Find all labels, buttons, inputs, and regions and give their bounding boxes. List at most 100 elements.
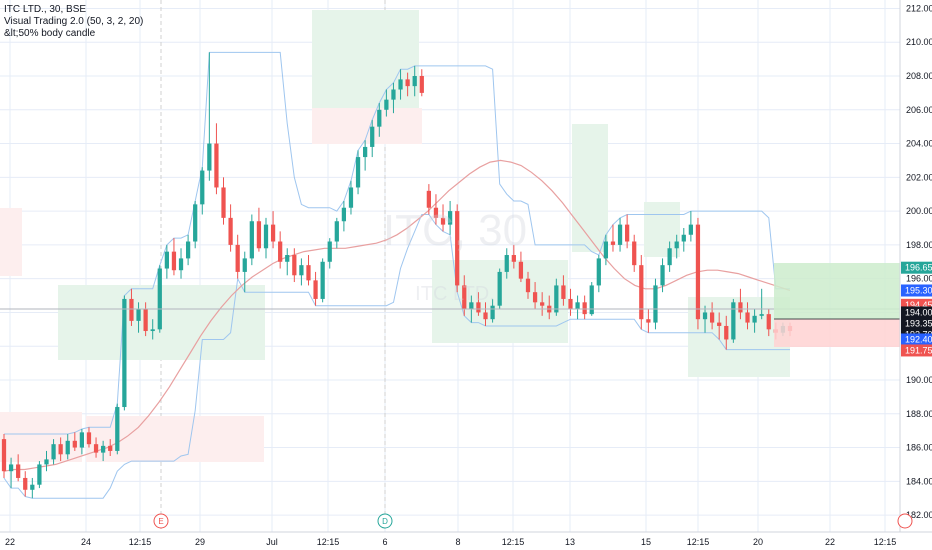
candle-body xyxy=(37,464,42,485)
candle-body xyxy=(355,157,361,188)
y-tick-label: 206.00 xyxy=(906,105,932,115)
candle-body xyxy=(731,302,736,340)
candle-body xyxy=(228,217,233,245)
candle-body xyxy=(518,261,524,279)
candle-body xyxy=(433,207,439,218)
candle-body xyxy=(391,89,396,100)
candle-body xyxy=(129,298,134,321)
legend-symbol[interactable]: ITC LTD., 30, BSE xyxy=(4,4,87,15)
candle-body xyxy=(610,241,616,245)
candle-body xyxy=(23,477,28,490)
event-marker xyxy=(897,513,913,529)
candle-body xyxy=(483,312,488,320)
zone-box xyxy=(86,416,264,462)
long-position-tool[interactable] xyxy=(774,263,900,347)
candle-body xyxy=(582,302,587,315)
candle-body xyxy=(702,312,708,320)
candle-body xyxy=(200,170,205,205)
candle-body xyxy=(178,258,184,271)
candle-body xyxy=(525,278,531,293)
candle-body xyxy=(207,143,212,171)
candle-body xyxy=(419,76,424,93)
event-marker xyxy=(377,513,393,529)
price-tag-box xyxy=(901,317,932,330)
x-tick-label: 12:15 xyxy=(502,537,525,547)
x-tick-label: 12:15 xyxy=(317,537,340,547)
candle-body xyxy=(709,312,715,323)
candle-body xyxy=(405,79,410,87)
zone-box xyxy=(644,202,680,257)
x-tick-label: Jul xyxy=(266,537,278,547)
candle-body xyxy=(447,211,453,225)
stop-zone[interactable] xyxy=(774,319,900,347)
channel-bands xyxy=(3,51,790,499)
candle-body xyxy=(738,302,743,313)
candle-body xyxy=(568,298,573,310)
candle-body xyxy=(398,79,403,90)
price-tag-box xyxy=(901,344,932,357)
candle-body xyxy=(455,211,460,286)
candle-body xyxy=(752,315,757,323)
candle-body xyxy=(695,224,701,320)
candle-body xyxy=(193,204,198,242)
candle-body xyxy=(115,407,120,451)
time-axis-bg[interactable] xyxy=(0,532,932,550)
candle-body xyxy=(256,221,262,249)
target-zone[interactable] xyxy=(774,263,900,319)
candle-body xyxy=(554,285,559,313)
candle-body xyxy=(136,309,141,321)
zone-box xyxy=(572,124,608,252)
x-tick-label: 22 xyxy=(825,537,835,547)
candle-body xyxy=(759,314,764,316)
watermark-symbol: ITC, 30 xyxy=(383,206,527,255)
x-tick-label: 29 xyxy=(195,537,205,547)
moving-average-line xyxy=(3,159,791,472)
y-tick-label: 184.00 xyxy=(906,476,932,486)
candle-body xyxy=(596,258,601,286)
legend-indicator-2[interactable]: &lt;50% body candle xyxy=(4,28,96,39)
zone-box xyxy=(312,10,419,108)
upper-band xyxy=(4,51,790,435)
candle-body xyxy=(1,439,7,472)
candle-body xyxy=(497,271,502,306)
x-tick-label: 6 xyxy=(382,537,387,547)
y-tick-label: 186.00 xyxy=(906,443,932,453)
y-tick-label: 204.00 xyxy=(906,139,932,149)
candle-body xyxy=(476,302,481,313)
candle-body xyxy=(462,285,467,310)
symbol-watermark: ITC, 30 ITC LTD. xyxy=(383,206,527,305)
candle-body xyxy=(30,484,35,490)
chart-legend: ITC LTD., 30, BSE Visual Trading 2.0 (50… xyxy=(4,4,143,40)
event-marker-label: D xyxy=(382,517,388,526)
candle-body xyxy=(540,302,545,306)
event-marker xyxy=(153,513,169,529)
zone-box xyxy=(0,208,22,276)
candle-body xyxy=(8,464,14,472)
y-tick-label: 182.00 xyxy=(906,510,932,520)
candle-body xyxy=(688,224,693,235)
price-tag-label: 193.35 xyxy=(905,318,932,328)
candle-body xyxy=(164,251,169,269)
candle-body xyxy=(185,241,191,259)
x-tick-label: 22 xyxy=(5,537,15,547)
legend-indicator[interactable]: Visual Trading 2.0 (50, 3, 2, 20) xyxy=(4,16,144,27)
candle-body xyxy=(717,322,722,326)
y-tick-label: 188.00 xyxy=(906,409,932,419)
candle-body xyxy=(270,224,276,242)
x-tick-label: 12:15 xyxy=(874,537,897,547)
candle-body xyxy=(157,268,162,330)
price-tag-label: 195.30 xyxy=(905,285,932,295)
lower-band xyxy=(3,214,790,499)
candle-body xyxy=(561,285,566,299)
candle-body xyxy=(292,255,297,276)
candle-body xyxy=(724,325,729,340)
candle-body xyxy=(242,258,247,272)
price-tag-label: 196.65 xyxy=(905,263,932,273)
candle-body xyxy=(745,312,750,323)
candle-body xyxy=(313,280,318,299)
candle-body xyxy=(532,292,538,303)
time-axis[interactable]: 22 24 12:15 29 Jul 12:15 6 8 12:15 13 15 12:15 20 22 1… xyxy=(5,537,896,547)
candle-body xyxy=(65,440,70,455)
